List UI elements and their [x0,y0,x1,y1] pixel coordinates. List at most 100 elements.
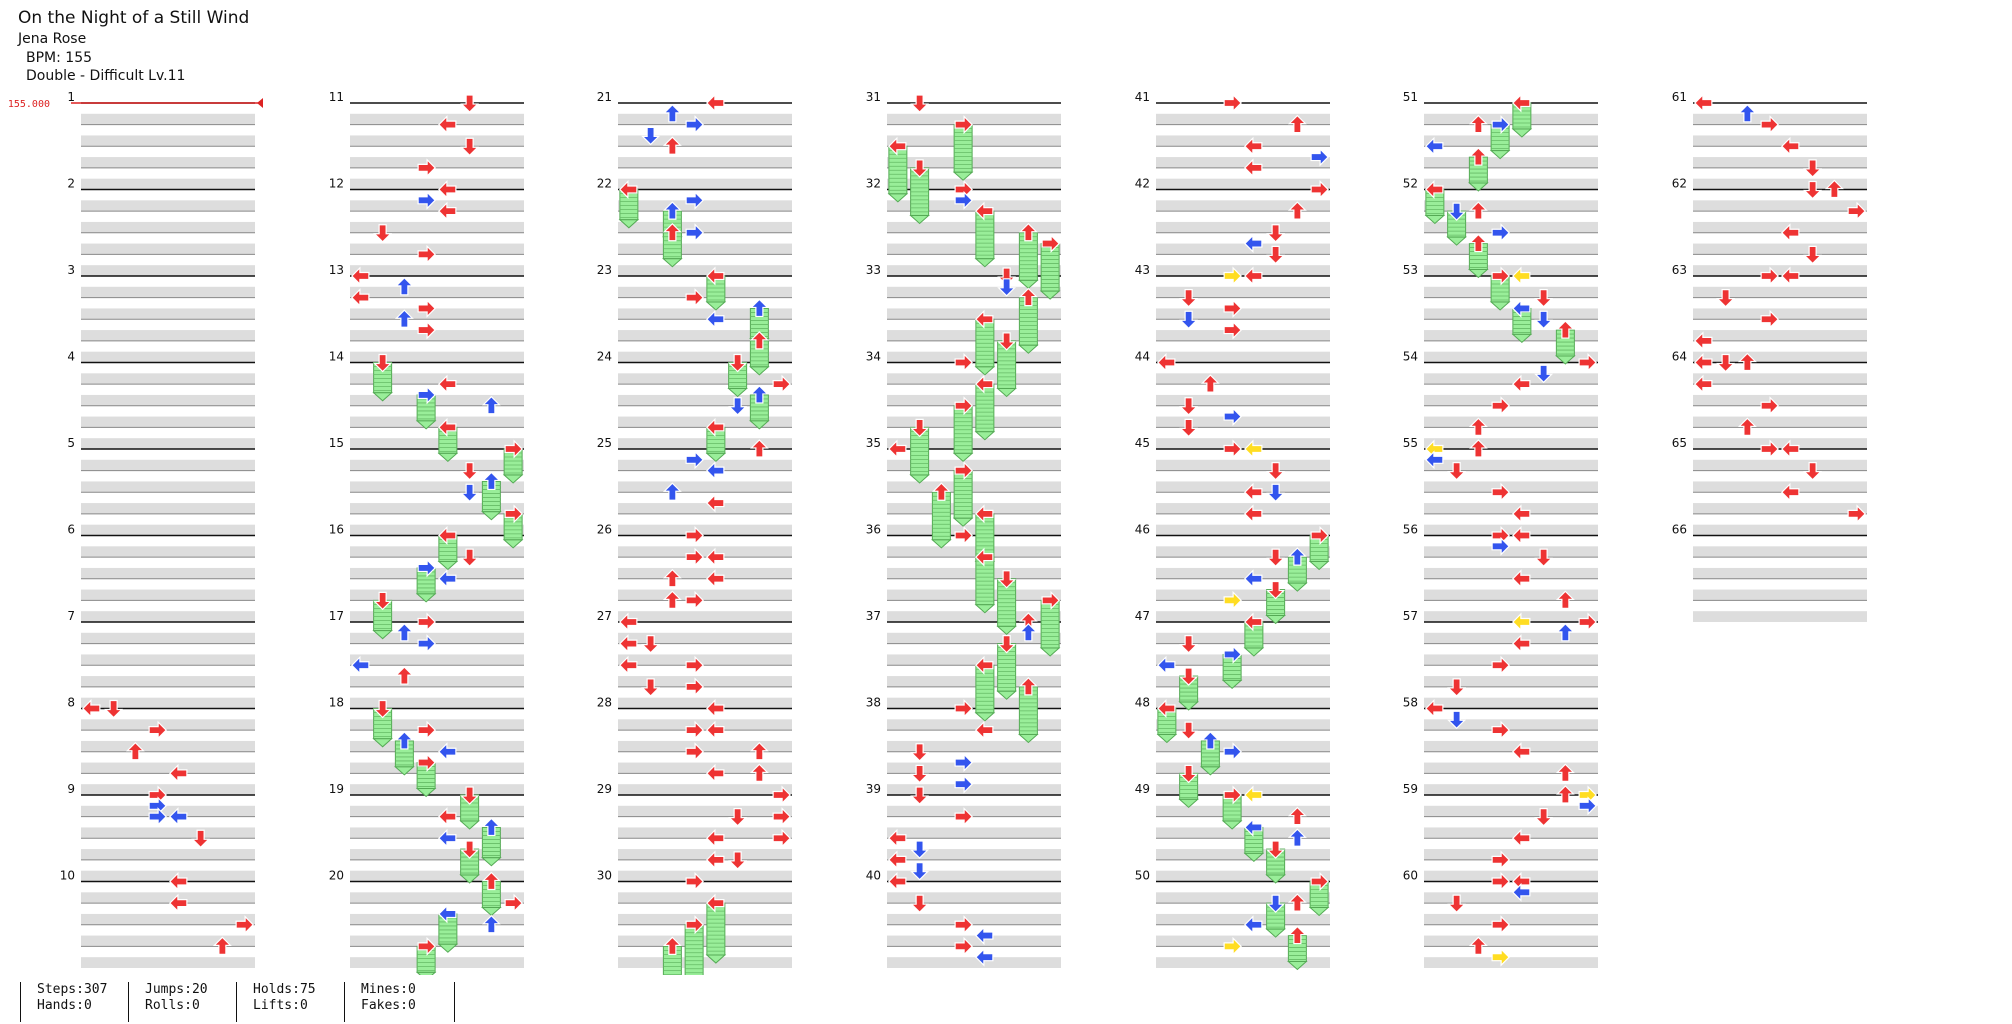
beat-stripe [81,373,255,385]
beat-stripe [81,438,255,449]
right-arrow-icon [772,828,791,848]
right-arrow-icon [685,288,704,308]
left-arrow-icon [975,201,994,221]
beat-stripe [618,459,792,471]
measure-number: 33 [866,263,881,277]
beat-stripe [887,113,1061,125]
beat-stripe [81,762,255,774]
beat-stripe [1156,632,1330,644]
right-arrow-icon [1223,439,1242,459]
up-arrow-icon [125,741,145,761]
right-arrow-icon [954,774,973,794]
right-arrow-icon [954,526,973,545]
beat-stripe [1693,221,1867,233]
left-arrow-icon [888,850,907,870]
hold-body [1511,102,1533,138]
beat-stripe [81,567,255,579]
left-arrow-icon [169,763,188,783]
up-arrow-icon [481,914,501,934]
hold-body [1200,740,1221,776]
beat-stripe [1424,135,1598,147]
up-arrow-icon [394,309,414,328]
beat-stripe [81,416,255,428]
measure-number: 17 [329,609,344,623]
beat-stripe [350,697,524,709]
beat-stripe [887,589,1061,601]
hold-body [909,426,930,484]
measure-number: 36 [866,523,881,537]
beat-stripe [81,611,255,622]
beat-stripe [1156,913,1330,925]
beat-stripe [1156,200,1330,212]
hold-body [974,556,996,614]
right-arrow-icon [772,807,791,827]
beat-stripe [1424,438,1598,449]
hold-body [437,913,459,953]
down-arrow-icon [1179,310,1199,330]
down-arrow-icon [728,353,748,373]
up-arrow-icon [1468,936,1488,955]
hold-body [372,599,393,640]
beat-stripe [618,784,792,795]
beat-stripe [887,913,1061,925]
measure-number: 14 [329,350,344,364]
beat-stripe [81,697,255,709]
right-arrow-icon [954,115,973,135]
beat-stripe [1156,503,1330,514]
left-arrow-icon [1244,136,1263,156]
right-arrow-icon [1491,915,1510,935]
beat-stripe [1693,157,1867,168]
beat-stripe [618,697,792,709]
left-arrow-icon [706,828,725,848]
up-arrow-icon [749,763,769,782]
measure-number: 30 [597,869,612,883]
beat-stripe [887,762,1061,774]
down-arrow-icon [1447,462,1467,481]
stat-steps: Steps:307 [37,982,108,997]
beat-stripe [1424,351,1598,363]
measure-number: 34 [866,350,881,364]
down-arrow-icon [460,548,480,567]
hold-body [996,643,1017,700]
beat-stripe [887,957,1061,968]
up-arrow-icon [1287,828,1307,847]
up-arrow-icon [1200,374,1220,393]
beat-stripe [887,546,1061,558]
hold-body [1308,881,1330,917]
beat-stripe [350,957,524,968]
beat-stripe [618,719,792,731]
beat-stripe [887,308,1061,320]
beat-stripe [350,870,524,882]
beat-stripe [1156,221,1330,233]
beat-stripe [1693,524,1867,536]
hold-body [662,232,683,268]
right-arrow-icon [685,872,704,891]
measure-number: 37 [866,609,881,623]
measure-number: 44 [1135,350,1150,364]
beat-stripe [81,481,255,493]
right-arrow-icon [417,298,436,318]
hold-body [1221,794,1243,830]
up-arrow-icon [1287,201,1307,220]
measure-number: 63 [1672,263,1687,277]
beat-stripe [81,957,255,968]
down-arrow-icon [1179,764,1199,784]
measure-number: 4 [67,350,75,364]
down-arrow-icon [641,126,661,146]
left-arrow-icon [1425,180,1444,199]
beat-stripe [81,286,255,298]
left-arrow-icon [888,136,907,156]
measure-number: 40 [866,869,881,883]
beat-stripe [81,805,255,817]
beat-stripe [1693,503,1867,514]
beat-stripe [1693,589,1867,601]
down-arrow-icon [1447,710,1467,730]
down-arrow-icon [910,94,930,113]
beat-stripe [350,849,524,860]
hold-body [952,124,974,181]
down-arrow-icon [728,808,748,827]
down-arrow-icon [641,635,661,654]
beat-stripe [81,394,255,406]
down-arrow-icon [1716,353,1736,373]
right-arrow-icon [685,590,704,610]
